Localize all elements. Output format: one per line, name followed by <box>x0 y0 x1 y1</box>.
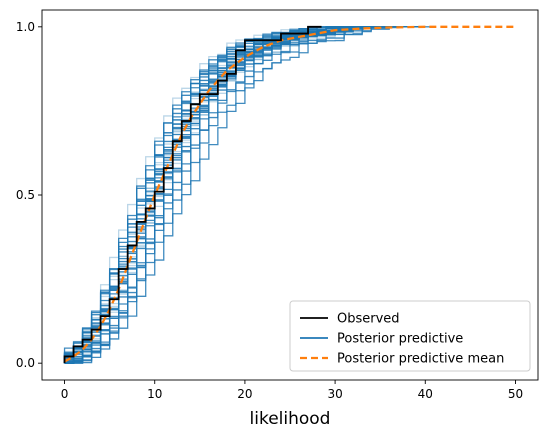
legend-label: Observed <box>337 312 400 327</box>
legend-label: Posterior predictive mean <box>337 352 504 367</box>
x-tick-label: 10 <box>147 387 162 401</box>
observed-layer <box>63 25 322 364</box>
y-axis-ticks: 0.0 0.5 1.0 <box>16 20 42 370</box>
posterior-predictive-curve <box>64 26 350 364</box>
x-tick-label: 40 <box>418 387 433 401</box>
posterior-predictive-curve <box>63 26 403 364</box>
y-tick-label: 0.0 <box>16 356 35 370</box>
x-tick-label: 20 <box>237 387 252 401</box>
x-tick-label: 0 <box>61 387 69 401</box>
posterior-predictive-curve <box>64 26 430 364</box>
x-tick-label: 50 <box>508 387 523 401</box>
legend-box <box>289 300 531 372</box>
x-axis-ticks: 0 10 20 30 40 50 <box>61 380 523 401</box>
x-axis-label: likelihood <box>250 409 331 429</box>
y-tick-label: 0.5 <box>16 188 35 202</box>
y-tick-label: 1.0 <box>16 20 35 34</box>
observed-line <box>63 25 322 364</box>
legend-label: Posterior predictive <box>337 332 463 347</box>
legend: Observed Posterior predictive Posterior pr… <box>289 300 531 372</box>
x-tick-label: 30 <box>327 387 342 401</box>
posterior-predictive-curve <box>63 26 367 364</box>
